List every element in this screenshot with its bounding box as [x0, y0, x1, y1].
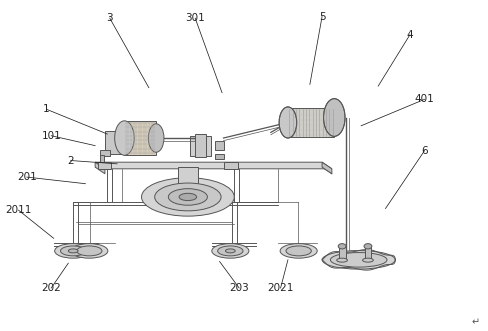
Text: 6: 6 — [421, 146, 428, 156]
Ellipse shape — [71, 244, 108, 258]
Ellipse shape — [77, 246, 102, 256]
Text: 4: 4 — [407, 30, 413, 40]
Ellipse shape — [363, 258, 373, 262]
Ellipse shape — [68, 249, 78, 253]
Ellipse shape — [115, 121, 134, 155]
Bar — [100, 150, 110, 156]
Ellipse shape — [55, 244, 92, 258]
Ellipse shape — [168, 189, 207, 205]
Ellipse shape — [322, 251, 395, 269]
Bar — [100, 155, 104, 162]
Ellipse shape — [337, 258, 347, 262]
Text: 101: 101 — [41, 131, 61, 141]
Polygon shape — [95, 162, 332, 169]
Ellipse shape — [279, 107, 297, 138]
Polygon shape — [322, 162, 332, 174]
Text: 2021: 2021 — [267, 283, 294, 293]
Bar — [215, 154, 224, 159]
Bar — [190, 136, 211, 156]
Ellipse shape — [280, 244, 317, 258]
Text: 203: 203 — [229, 283, 249, 293]
Bar — [98, 162, 111, 169]
Ellipse shape — [286, 246, 311, 256]
Text: 5: 5 — [319, 12, 325, 22]
Text: 1: 1 — [43, 104, 50, 114]
Bar — [178, 167, 198, 197]
Ellipse shape — [155, 183, 221, 211]
Ellipse shape — [218, 246, 243, 256]
Bar — [224, 162, 238, 169]
Ellipse shape — [142, 178, 234, 216]
Ellipse shape — [179, 193, 197, 201]
Ellipse shape — [225, 249, 235, 253]
Ellipse shape — [61, 246, 86, 256]
Text: 301: 301 — [185, 13, 205, 23]
Bar — [105, 131, 127, 154]
Text: ↵: ↵ — [472, 318, 480, 328]
Ellipse shape — [364, 244, 372, 249]
Ellipse shape — [338, 244, 346, 249]
Bar — [195, 134, 206, 157]
Ellipse shape — [330, 253, 387, 267]
Text: 2011: 2011 — [5, 205, 32, 215]
Ellipse shape — [324, 99, 345, 136]
Bar — [365, 246, 371, 259]
Text: 2: 2 — [67, 156, 74, 166]
Text: 202: 202 — [41, 283, 61, 293]
Text: 401: 401 — [415, 94, 434, 104]
Ellipse shape — [212, 244, 249, 258]
Bar — [124, 121, 156, 155]
Text: 201: 201 — [17, 172, 37, 182]
Ellipse shape — [148, 124, 164, 152]
Bar — [288, 108, 334, 137]
Bar — [339, 246, 346, 259]
Polygon shape — [95, 162, 105, 174]
Text: 3: 3 — [106, 13, 113, 23]
Bar — [215, 141, 224, 150]
